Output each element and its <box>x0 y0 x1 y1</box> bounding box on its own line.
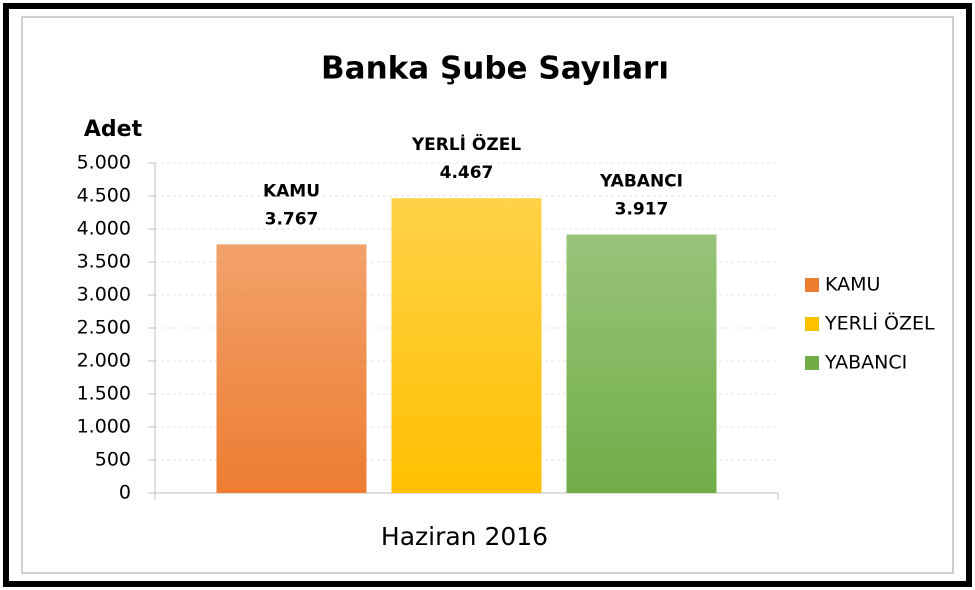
y-tick-label: 3.000 <box>77 284 131 306</box>
y-tick-label: 3.500 <box>77 251 131 273</box>
legend-label: KAMU <box>825 274 880 296</box>
data-label-name: KAMU <box>263 181 320 201</box>
chart-title: Banka Şube Sayıları <box>321 51 669 87</box>
y-tick-label: 5.000 <box>77 152 131 174</box>
data-label: 3.767 <box>265 209 319 229</box>
bar <box>566 234 717 493</box>
y-tick-label: 1.500 <box>77 383 131 405</box>
y-axis-title: Adet <box>84 117 143 142</box>
bar <box>391 198 542 494</box>
y-tick-label: 2.000 <box>77 350 131 372</box>
y-tick-label: 500 <box>95 449 131 471</box>
x-tick-label: Haziran 2016 <box>381 522 548 551</box>
y-tick-label: 2.500 <box>77 317 131 339</box>
data-label: 3.917 <box>615 199 669 219</box>
y-tick-label: 4.500 <box>77 185 131 207</box>
data-label: 4.467 <box>440 163 494 183</box>
bar <box>216 244 367 493</box>
y-tick-label: 4.000 <box>77 218 131 240</box>
legend-swatch <box>805 317 819 331</box>
legend-swatch <box>805 278 819 292</box>
y-tick-label: 1.000 <box>77 416 131 438</box>
legend-label: YABANCI <box>824 352 907 374</box>
legend-swatch <box>805 356 819 370</box>
legend-label: YERLİ ÖZEL <box>824 312 935 335</box>
data-label-name: YERLİ ÖZEL <box>411 133 521 155</box>
data-label-name: YABANCI <box>599 171 683 191</box>
y-tick-label: 0 <box>119 482 131 504</box>
